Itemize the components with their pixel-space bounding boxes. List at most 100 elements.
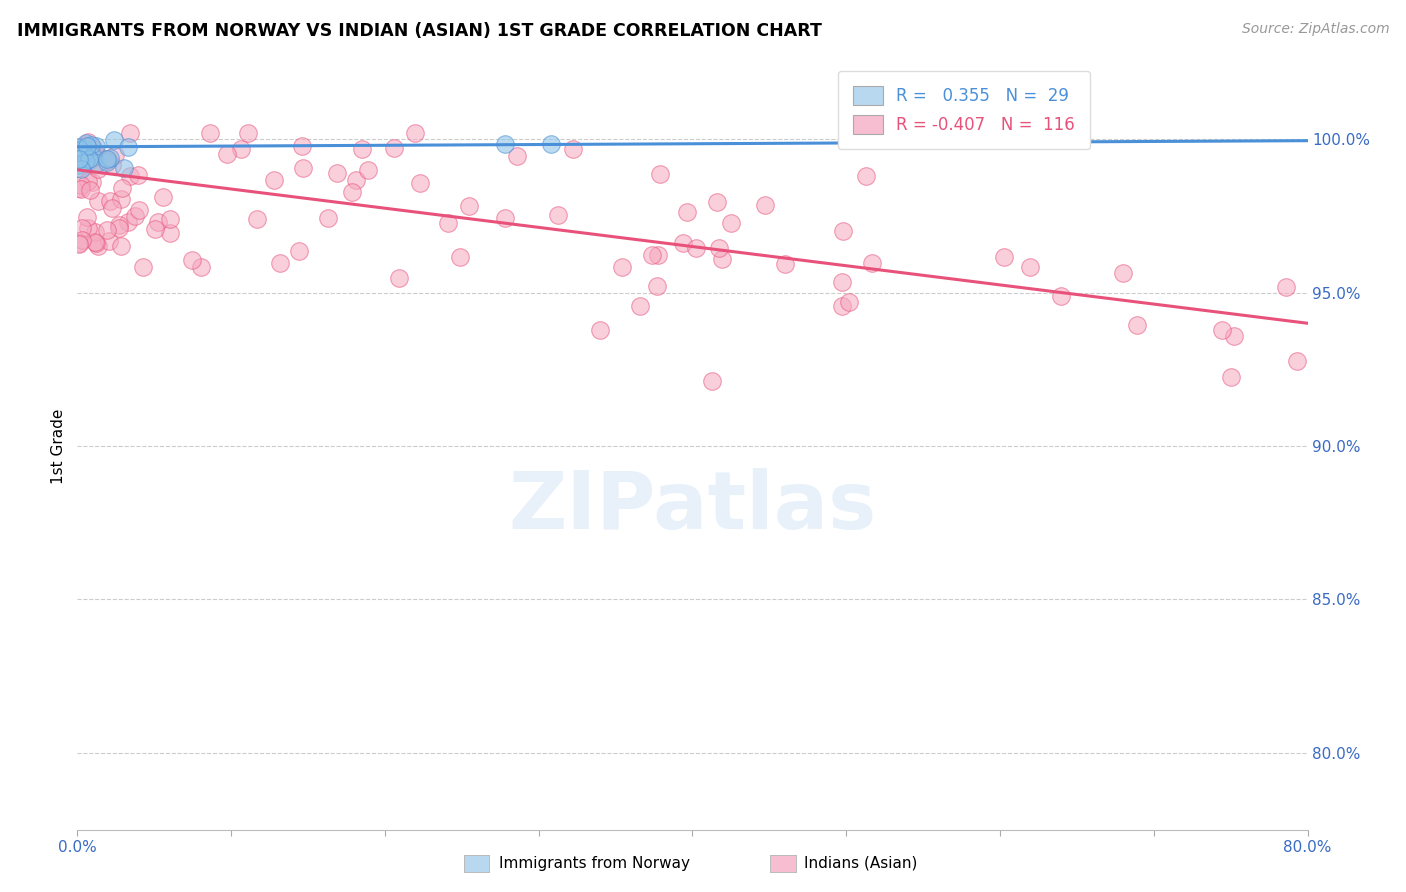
Point	[98, 194, 121, 209]
Point	[408, 177, 430, 191]
Point	[1223, 329, 1246, 343]
Point	[77, 153, 100, 167]
Point	[288, 244, 311, 258]
Point	[382, 141, 405, 155]
Point	[291, 139, 314, 153]
Point	[754, 198, 776, 212]
Point	[838, 294, 860, 309]
Point	[352, 142, 374, 156]
Point	[494, 136, 516, 151]
Point	[87, 239, 110, 253]
Point	[540, 136, 562, 151]
Point	[83, 149, 105, 163]
Point	[1274, 280, 1296, 294]
Point	[648, 167, 671, 181]
Point	[101, 201, 124, 215]
Point	[831, 275, 853, 289]
Point	[709, 241, 731, 255]
Point	[404, 126, 426, 140]
Point	[127, 168, 149, 182]
Point	[831, 299, 853, 313]
Point	[246, 211, 269, 226]
Point	[91, 151, 114, 165]
Point	[124, 210, 146, 224]
Point	[110, 192, 132, 206]
Point	[1211, 323, 1233, 337]
Point	[82, 145, 104, 160]
Point	[86, 156, 108, 170]
Point	[342, 186, 364, 200]
Point	[77, 153, 100, 168]
Point	[720, 216, 742, 230]
Point	[98, 151, 121, 165]
Point	[108, 221, 131, 235]
Point	[152, 190, 174, 204]
Point	[700, 375, 723, 389]
Point	[357, 163, 380, 178]
Point	[1018, 260, 1040, 274]
Point	[706, 194, 728, 209]
Point	[388, 271, 411, 285]
Point	[70, 151, 93, 165]
Point	[84, 235, 107, 250]
Point	[346, 173, 368, 187]
Point	[80, 138, 103, 153]
Point	[67, 150, 90, 164]
Point	[181, 252, 204, 267]
Point	[672, 235, 695, 250]
Point	[100, 158, 122, 172]
Point	[79, 183, 101, 197]
Point	[87, 162, 110, 177]
Point	[190, 260, 212, 274]
Point	[72, 221, 94, 235]
Point	[67, 152, 90, 166]
Point	[128, 203, 150, 218]
Point	[641, 248, 664, 262]
Point	[628, 299, 651, 313]
Point	[75, 136, 97, 150]
Point	[76, 210, 98, 224]
Point	[1050, 289, 1073, 303]
Point	[710, 252, 733, 266]
Point	[103, 133, 125, 147]
Point	[73, 138, 96, 153]
Point	[96, 154, 118, 169]
Point	[76, 139, 98, 153]
Text: IMMIGRANTS FROM NORWAY VS INDIAN (ASIAN) 1ST GRADE CORRELATION CHART: IMMIGRANTS FROM NORWAY VS INDIAN (ASIAN)…	[17, 22, 821, 40]
Point	[107, 219, 129, 233]
Point	[67, 235, 90, 250]
Point	[860, 256, 883, 270]
Point	[84, 225, 107, 239]
Point	[104, 147, 127, 161]
Point	[70, 233, 93, 247]
Point	[70, 154, 93, 169]
Point	[120, 126, 142, 140]
Point	[111, 180, 134, 194]
Point	[66, 140, 89, 154]
Point	[67, 158, 90, 172]
Point	[70, 178, 93, 192]
Point	[436, 217, 458, 231]
Point	[229, 142, 252, 156]
Point	[132, 260, 155, 274]
Point	[84, 235, 107, 249]
Point	[118, 169, 141, 183]
Y-axis label: 1st Grade: 1st Grade	[51, 409, 66, 483]
Point	[69, 143, 91, 157]
Point	[87, 194, 110, 208]
Point	[159, 226, 181, 240]
Point	[610, 260, 633, 275]
Point	[832, 224, 855, 238]
Text: Immigrants from Norway: Immigrants from Norway	[499, 856, 690, 871]
Point	[117, 140, 139, 154]
Point	[69, 152, 91, 166]
Point	[117, 215, 139, 229]
Point	[458, 199, 481, 213]
Point	[96, 223, 118, 237]
Point	[76, 149, 98, 163]
Point	[1286, 353, 1309, 368]
Point	[215, 147, 238, 161]
Point	[449, 251, 471, 265]
Point	[159, 211, 181, 226]
Point	[676, 204, 699, 219]
